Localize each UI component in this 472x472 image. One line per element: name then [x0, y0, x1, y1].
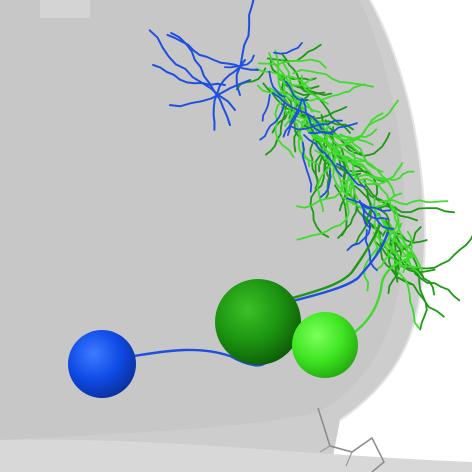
light-green-neurite — [296, 119, 334, 145]
blue-neurite — [282, 111, 300, 138]
blue-neurite — [303, 134, 343, 178]
blue-neurite — [272, 92, 323, 130]
somata — [68, 279, 358, 398]
blue-neurite — [336, 162, 366, 188]
blue-neurite — [212, 59, 246, 131]
blue-neurite — [170, 32, 231, 126]
light-green-neurite — [314, 149, 344, 190]
blue-neurite — [290, 119, 343, 131]
light-green-neurite — [325, 122, 368, 163]
dark-green-neurite — [409, 234, 472, 270]
light-green-neuron-soma — [292, 312, 358, 378]
blue-neurite — [259, 100, 286, 141]
blue-neurite — [268, 70, 286, 98]
light-green-neurite — [363, 218, 399, 292]
light-green-neurite — [316, 154, 337, 213]
light-green-neurite — [334, 142, 396, 198]
blue-neurite — [152, 64, 226, 86]
blue-neurite — [235, 0, 255, 96]
blue-neurite — [287, 98, 304, 136]
light-green-neurite — [292, 69, 374, 88]
mesh-edge-crease-2 — [319, 445, 353, 467]
blue-neurite — [359, 202, 395, 230]
light-green-neurite — [375, 222, 403, 271]
light-green-neurite — [288, 106, 311, 168]
dark-green-neurite — [414, 272, 461, 302]
dark-green-neuron-soma — [215, 279, 301, 365]
blue-neuron-arbor — [148, 0, 395, 272]
light-green-neurite — [274, 74, 295, 159]
light-green-neurite — [304, 83, 366, 102]
light-green-neurite — [305, 128, 359, 201]
mesh-inner-lobe — [0, 0, 405, 440]
mesh-edge-crease — [317, 407, 385, 472]
light-green-neurite — [378, 199, 449, 206]
light-green-neurite — [358, 177, 400, 227]
mesh-lower-lip — [0, 439, 472, 472]
light-green-neurite — [396, 269, 420, 329]
light-green-neurite — [372, 232, 401, 268]
dark-green-neurite — [281, 77, 332, 96]
blue-neurite — [364, 229, 378, 272]
light-green-neurite — [349, 170, 357, 206]
blue-neurite — [284, 80, 309, 102]
mesh-rim-highlight — [339, 0, 426, 421]
blue-neuron-soma — [68, 330, 136, 398]
blue-neurite — [320, 170, 332, 198]
blue-neurite — [166, 33, 259, 71]
light-green-neuron-trunk — [351, 254, 415, 335]
blue-neurite — [223, 54, 255, 69]
blue-neurite — [301, 141, 313, 193]
blue-neurite — [273, 42, 303, 55]
blue-neurite — [261, 93, 271, 122]
light-green-neurite — [296, 204, 350, 241]
blue-neurite — [308, 122, 358, 135]
blue-neurite — [148, 29, 236, 111]
light-green-neurite — [402, 230, 413, 274]
dark-green-neurite — [363, 179, 397, 209]
light-green-neurite — [257, 58, 327, 69]
dark-green-neurite — [394, 234, 402, 283]
light-green-neurite — [366, 170, 415, 182]
blue-neurite — [302, 99, 334, 136]
mesh-top-patch — [40, 0, 90, 18]
light-green-neurite — [310, 115, 369, 172]
light-green-neurite — [256, 84, 313, 113]
dark-green-neurite — [309, 138, 319, 190]
dark-green-neurite — [309, 162, 330, 238]
dark-green-neuron-trunk — [285, 223, 382, 302]
light-green-neurite — [340, 174, 388, 183]
dark-green-neurite — [265, 102, 289, 156]
blue-neurite — [358, 199, 371, 229]
light-green-neurite — [280, 106, 331, 128]
